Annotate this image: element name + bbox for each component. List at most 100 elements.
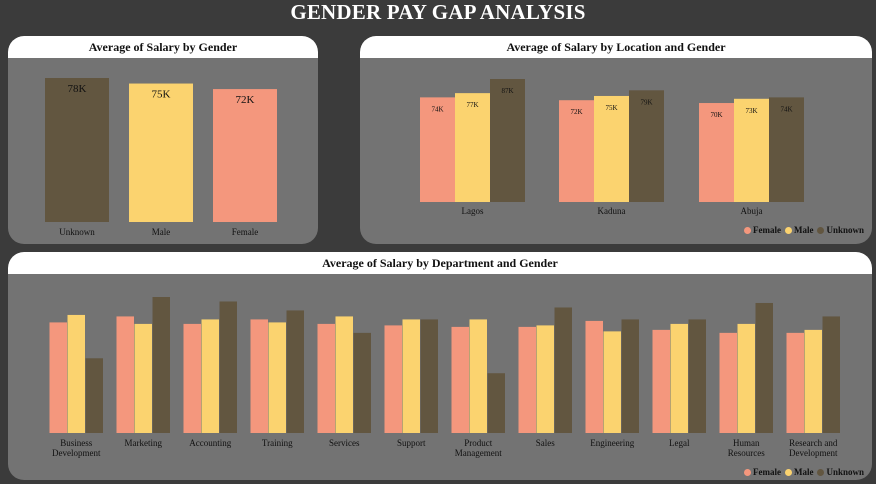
salary-by-location-panel: Average of Salary by Location and Gender… [360, 36, 872, 244]
x-tick-lagos: Lagos [462, 206, 484, 216]
x-tick-line: Management [455, 448, 502, 458]
legend-label-unknown: Unknown [826, 467, 864, 477]
bar-male [129, 83, 193, 223]
legend-item-unknown: Unknown [817, 225, 864, 235]
x-tick-female: Female [232, 227, 259, 237]
bar-support-male [402, 319, 420, 433]
legend-item-female: Female [743, 225, 781, 235]
bar-abuja-unknown [769, 97, 804, 202]
bar-business-development-female [49, 322, 67, 433]
x-tick-line: Accounting [189, 438, 231, 448]
x-tick-line: Support [397, 438, 426, 448]
x-tick-product-management: Product Management [455, 438, 502, 458]
salary-by-department-title: Average of Salary by Department and Gend… [8, 252, 872, 274]
x-tick-accounting: Accounting [189, 438, 231, 448]
bar-engineering-female [585, 320, 603, 433]
x-tick-male: Male [152, 227, 171, 237]
legend-item-male: Male [784, 225, 814, 235]
bar-human-resources-female [719, 332, 737, 433]
legend-swatch-male [784, 469, 792, 476]
bar-engineering-male [603, 331, 621, 433]
x-tick-services: Services [329, 438, 360, 448]
legend-swatch-unknown [817, 469, 825, 476]
bar-product-management-unknown [487, 373, 505, 433]
bar-lagos-male [455, 93, 490, 202]
x-tick-line: Development [789, 448, 838, 458]
bar-abuja-male [734, 98, 769, 202]
x-tick-line: Marketing [125, 438, 163, 448]
x-tick-support: Support [397, 438, 426, 448]
bar-support-female [384, 325, 402, 433]
bar-business-development-unknown [85, 358, 103, 433]
bar-accounting-male [201, 319, 219, 433]
x-tick-line: Research and [789, 438, 838, 448]
bar-research-and-development-unknown [822, 316, 840, 433]
bar-research-and-development-male [804, 329, 822, 433]
data-label-kaduna-female: 72K [570, 108, 582, 116]
x-tick-line: Human [733, 438, 760, 448]
legend-item-male: Male [784, 467, 814, 477]
bar-legal-female [652, 329, 670, 433]
salary-by-location-title: Average of Salary by Location and Gender [360, 36, 872, 58]
x-tick-research-and-development: Research and Development [789, 438, 838, 458]
bar-marketing-male [134, 323, 152, 433]
bar-services-female [317, 323, 335, 433]
data-label-abuja-male: 73K [745, 107, 757, 115]
legend-label-male: Male [793, 467, 814, 477]
data-label-abuja-unknown: 74K [780, 105, 792, 113]
bar-training-male [268, 322, 286, 433]
location-legend: Female Male Unknown [740, 225, 864, 235]
bar-engineering-unknown [621, 319, 639, 433]
legend-swatch-female [743, 227, 751, 234]
bar-research-and-development-female [786, 332, 804, 433]
bar-training-female [250, 319, 268, 433]
x-tick-engineering: Engineering [590, 438, 634, 448]
salary-by-department-chart: Business Development Marketing Accounting Tr… [49, 297, 840, 458]
x-tick-unknown: Unknown [59, 227, 95, 237]
data-label-kaduna-male: 75K [605, 104, 617, 112]
bar-marketing-unknown [152, 297, 170, 433]
bar-kaduna-female [559, 100, 594, 202]
bar-human-resources-unknown [755, 302, 773, 433]
salary-by-gender-title: Average of Salary by Gender [8, 36, 318, 58]
bar-lagos-female [420, 97, 455, 202]
bar-training-unknown [286, 310, 304, 433]
salary-by-location-chart: 74K 77K 87K Lagos 72K 75K 79K Kaduna 70K 73K 74K Ab… [420, 79, 804, 216]
x-tick-legal: Legal [669, 438, 690, 448]
data-label-male: 75K [152, 89, 171, 101]
data-label-lagos-male: 77K [466, 101, 478, 109]
data-label-kaduna-unknown: 79K [640, 98, 652, 106]
page-title: GENDER PAY GAP ANALYSIS [290, 0, 586, 24]
bar-unknown [45, 78, 109, 222]
legend-swatch-female [743, 469, 751, 476]
x-tick-line: Sales [536, 438, 555, 448]
x-tick-line: Development [52, 448, 101, 458]
x-tick-training: Training [262, 438, 293, 448]
salary-by-gender-chart: 78K Unknown 75K Male 72K Female [45, 78, 277, 237]
x-tick-line: Services [329, 438, 360, 448]
x-tick-human-resources: Human Resources [728, 438, 765, 458]
department-legend: Female Male Unknown [740, 467, 864, 477]
x-tick-line: Product [464, 438, 492, 448]
x-tick-line: Training [262, 438, 293, 448]
bar-female [213, 89, 277, 222]
legend-label-female: Female [752, 467, 781, 477]
salary-by-gender-panel: Average of Salary by Gender 78K Unknown 75… [8, 36, 318, 244]
legend-swatch-male [784, 227, 792, 234]
x-tick-marketing: Marketing [125, 438, 163, 448]
data-label-lagos-unknown: 87K [501, 87, 513, 95]
bar-sales-male [536, 325, 554, 433]
salary-by-department-panel: Average of Salary by Department and Gend… [8, 252, 872, 480]
legend-item-female: Female [743, 467, 781, 477]
bar-sales-female [518, 326, 536, 433]
x-tick-sales: Sales [536, 438, 555, 448]
bar-product-management-female [451, 326, 469, 433]
x-tick-business-development: Business Development [52, 438, 101, 458]
legend-swatch-unknown [817, 227, 825, 234]
legend-item-unknown: Unknown [817, 467, 864, 477]
bar-services-male [335, 316, 353, 433]
bar-accounting-unknown [219, 301, 237, 433]
bar-accounting-female [183, 323, 201, 433]
bar-human-resources-male [737, 323, 755, 433]
legend-label-male: Male [793, 225, 814, 235]
